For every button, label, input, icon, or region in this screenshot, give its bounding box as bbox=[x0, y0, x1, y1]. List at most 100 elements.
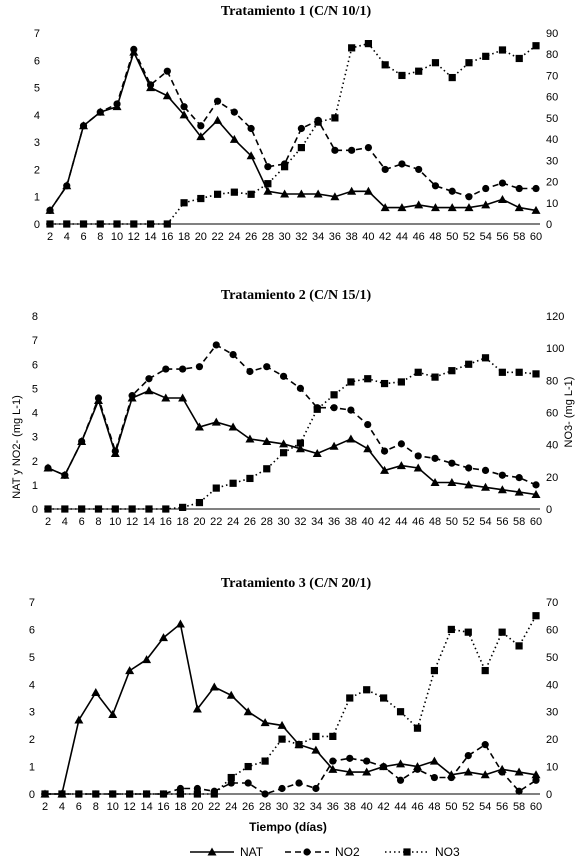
data-point-nat bbox=[91, 688, 101, 697]
data-point-no3 bbox=[465, 360, 473, 368]
data-point-no2 bbox=[346, 754, 354, 762]
data-point-no2 bbox=[78, 437, 86, 446]
data-point-no3 bbox=[46, 220, 54, 228]
x-tick-label: 14 bbox=[140, 801, 152, 813]
x-tick-label: 36 bbox=[329, 231, 341, 243]
x-tick-label: 2 bbox=[47, 231, 53, 243]
data-point-no2 bbox=[431, 454, 439, 462]
x-tick-label: 16 bbox=[161, 231, 173, 243]
data-point-nat bbox=[311, 745, 321, 754]
x-tick-label: 4 bbox=[62, 516, 68, 528]
data-point-no3 bbox=[213, 190, 222, 198]
data-point-no2 bbox=[515, 474, 523, 482]
x-tick-label: 18 bbox=[174, 801, 186, 813]
x-tick-label: 60 bbox=[530, 516, 542, 528]
data-point-no3 bbox=[281, 163, 289, 171]
y-left-tick-label: 4 bbox=[34, 110, 40, 122]
data-point-no3 bbox=[396, 708, 405, 716]
data-point-no2 bbox=[448, 459, 456, 467]
data-point-nat bbox=[497, 485, 507, 494]
x-tick-label: 8 bbox=[95, 516, 101, 528]
data-point-nat bbox=[194, 422, 204, 431]
data-point-no2 bbox=[264, 163, 272, 171]
x-tick-label: 18 bbox=[178, 231, 190, 243]
data-point-no2 bbox=[413, 765, 422, 773]
data-point-no2 bbox=[176, 784, 185, 793]
x-tick-label: 4 bbox=[59, 801, 65, 813]
data-point-no3 bbox=[96, 220, 104, 228]
data-point-nat bbox=[430, 203, 440, 212]
data-point-no2 bbox=[61, 471, 69, 479]
data-point-no2 bbox=[380, 762, 388, 771]
data-point-no3 bbox=[58, 790, 66, 798]
data-point-no2 bbox=[213, 97, 222, 105]
x-tick-label: 10 bbox=[107, 801, 119, 813]
data-point-no3 bbox=[109, 790, 117, 798]
y-axis-label-left: NAT y NO2- (mg L-1) bbox=[11, 395, 23, 499]
legend-marker-no2 bbox=[303, 848, 311, 856]
data-point-nat bbox=[497, 194, 507, 203]
data-point-no3 bbox=[261, 757, 269, 765]
data-point-no3 bbox=[397, 378, 405, 386]
x-tick-label: 36 bbox=[327, 801, 339, 813]
series-line-nat bbox=[49, 49, 537, 212]
y-right-tick-label: 120 bbox=[546, 311, 564, 323]
y-left-tick-label: 1 bbox=[34, 192, 40, 204]
data-point-nat bbox=[246, 151, 256, 160]
data-point-no2 bbox=[279, 372, 288, 380]
data-point-no3 bbox=[244, 762, 252, 771]
data-point-no2 bbox=[414, 452, 422, 460]
data-point-no2 bbox=[145, 375, 153, 383]
data-point-no3 bbox=[380, 694, 388, 702]
data-point-nat bbox=[396, 461, 406, 470]
data-point-no2 bbox=[130, 45, 138, 53]
data-point-nat bbox=[531, 490, 541, 499]
data-point-no3 bbox=[381, 61, 389, 69]
data-point-no2 bbox=[162, 365, 170, 373]
data-point-nat bbox=[514, 767, 524, 776]
data-point-no3 bbox=[431, 373, 439, 381]
data-point-no2 bbox=[46, 206, 54, 214]
data-point-no2 bbox=[430, 773, 439, 782]
data-point-no3 bbox=[312, 732, 320, 740]
data-point-no3 bbox=[92, 790, 100, 798]
x-axis-label: Tiempo (días) bbox=[249, 820, 327, 834]
data-point-no2 bbox=[197, 122, 205, 130]
x-tick-label: 24 bbox=[228, 231, 240, 243]
data-point-no2 bbox=[347, 406, 355, 414]
x-tick-label: 24 bbox=[225, 801, 237, 813]
legend-label-nat: NAT bbox=[240, 845, 264, 859]
x-tick-label: 24 bbox=[227, 516, 239, 528]
data-point-nat bbox=[277, 720, 287, 729]
y-right-tick-label: 80 bbox=[546, 49, 558, 61]
y-left-tick-label: 5 bbox=[29, 652, 35, 664]
data-point-no2 bbox=[246, 367, 254, 376]
x-tick-label: 38 bbox=[345, 516, 357, 528]
data-point-no3 bbox=[398, 71, 406, 80]
data-point-no2 bbox=[229, 351, 237, 359]
series-line-no2 bbox=[49, 47, 536, 211]
y-right-tick-label: 10 bbox=[546, 762, 558, 774]
y-right-tick-label: 70 bbox=[546, 597, 558, 609]
data-point-no2 bbox=[212, 341, 220, 349]
data-point-nat bbox=[213, 115, 223, 124]
x-tick-label: 30 bbox=[277, 516, 289, 528]
y-right-tick-label: 80 bbox=[546, 375, 558, 387]
x-tick-label: 56 bbox=[496, 231, 508, 243]
y-right-tick-label: 30 bbox=[546, 155, 558, 167]
y-right-tick-label: 0 bbox=[546, 504, 552, 516]
x-tick-label: 46 bbox=[413, 231, 425, 243]
data-point-no3 bbox=[346, 694, 354, 702]
data-point-no2 bbox=[330, 404, 338, 412]
data-point-no3 bbox=[79, 220, 88, 228]
data-point-nat bbox=[362, 767, 372, 776]
data-point-no2 bbox=[532, 481, 540, 489]
x-tick-label: 6 bbox=[79, 516, 85, 528]
y-right-tick-label: 60 bbox=[546, 92, 558, 104]
x-tick-label: 16 bbox=[157, 801, 169, 813]
data-point-nat bbox=[228, 422, 238, 431]
x-tick-label: 54 bbox=[479, 801, 491, 813]
data-point-nat bbox=[142, 655, 152, 664]
data-point-no3 bbox=[330, 391, 338, 399]
x-tick-label: 32 bbox=[294, 516, 306, 528]
